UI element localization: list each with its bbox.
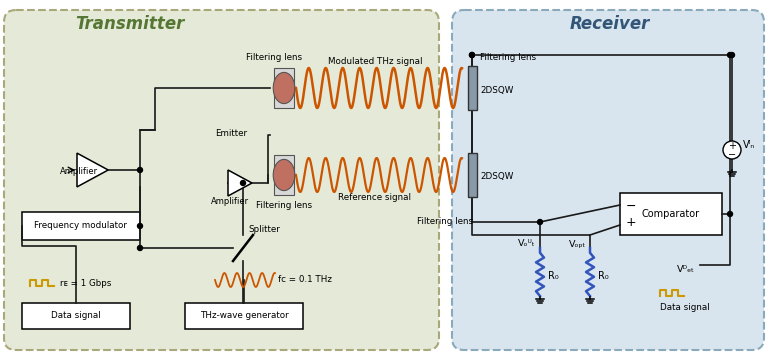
Ellipse shape bbox=[273, 159, 295, 191]
Text: +: + bbox=[626, 216, 637, 228]
FancyBboxPatch shape bbox=[4, 10, 439, 350]
Bar bbox=[620, 193, 722, 235]
Bar bbox=[185, 303, 303, 329]
Text: Comparator: Comparator bbox=[642, 209, 700, 219]
Text: Vᴰₑₜ: Vᴰₑₜ bbox=[677, 266, 695, 275]
Circle shape bbox=[470, 52, 474, 57]
Text: Vᴵₙ: Vᴵₙ bbox=[743, 140, 755, 150]
Circle shape bbox=[138, 167, 142, 172]
Text: Transmitter: Transmitter bbox=[75, 15, 185, 33]
Bar bbox=[274, 68, 293, 108]
Circle shape bbox=[240, 181, 246, 186]
Bar bbox=[274, 155, 293, 195]
Polygon shape bbox=[77, 153, 109, 187]
Text: fᴄ = 0.1 THz: fᴄ = 0.1 THz bbox=[278, 276, 332, 285]
Text: 2DSQW: 2DSQW bbox=[480, 172, 514, 181]
Text: R₀: R₀ bbox=[598, 271, 609, 281]
Polygon shape bbox=[228, 170, 252, 196]
Text: Vₒᵁₜ: Vₒᵁₜ bbox=[518, 240, 536, 248]
Text: Receiver: Receiver bbox=[570, 15, 650, 33]
Text: Emitter: Emitter bbox=[215, 129, 247, 137]
Text: Reference signal: Reference signal bbox=[339, 193, 411, 202]
Circle shape bbox=[723, 141, 741, 159]
FancyBboxPatch shape bbox=[452, 10, 764, 350]
Text: R₀: R₀ bbox=[548, 271, 559, 281]
Circle shape bbox=[138, 246, 142, 251]
Bar bbox=[22, 303, 130, 329]
Text: Splitter: Splitter bbox=[248, 226, 280, 235]
Text: Filtering lens: Filtering lens bbox=[246, 54, 302, 62]
Bar bbox=[22, 212, 140, 240]
Text: Modulated THz signal: Modulated THz signal bbox=[328, 57, 422, 66]
Circle shape bbox=[729, 52, 735, 57]
Text: −: − bbox=[728, 150, 736, 160]
Text: Frequency modulator: Frequency modulator bbox=[35, 221, 128, 231]
Text: Data signal: Data signal bbox=[660, 303, 710, 312]
Text: Filtering lens: Filtering lens bbox=[256, 201, 312, 210]
Text: Amplifier: Amplifier bbox=[211, 196, 249, 206]
Ellipse shape bbox=[273, 72, 295, 104]
Circle shape bbox=[470, 52, 474, 57]
Circle shape bbox=[537, 220, 543, 225]
Text: Filtering lens: Filtering lens bbox=[417, 216, 473, 226]
Bar bbox=[467, 153, 477, 197]
Circle shape bbox=[728, 211, 732, 216]
Text: rᴇ = 1 Gbps: rᴇ = 1 Gbps bbox=[60, 278, 112, 287]
Text: Vₒₚₜ: Vₒₚₜ bbox=[569, 240, 586, 248]
Text: Amplifier: Amplifier bbox=[60, 166, 98, 176]
Text: THz-wave generator: THz-wave generator bbox=[199, 312, 289, 321]
Circle shape bbox=[138, 223, 142, 228]
Text: Data signal: Data signal bbox=[51, 312, 101, 321]
Bar bbox=[467, 66, 477, 110]
Text: −: − bbox=[626, 200, 637, 212]
Circle shape bbox=[728, 52, 732, 57]
Text: +: + bbox=[728, 141, 736, 151]
Text: Filtering lens: Filtering lens bbox=[480, 54, 536, 62]
Text: 2DSQW: 2DSQW bbox=[480, 85, 514, 95]
